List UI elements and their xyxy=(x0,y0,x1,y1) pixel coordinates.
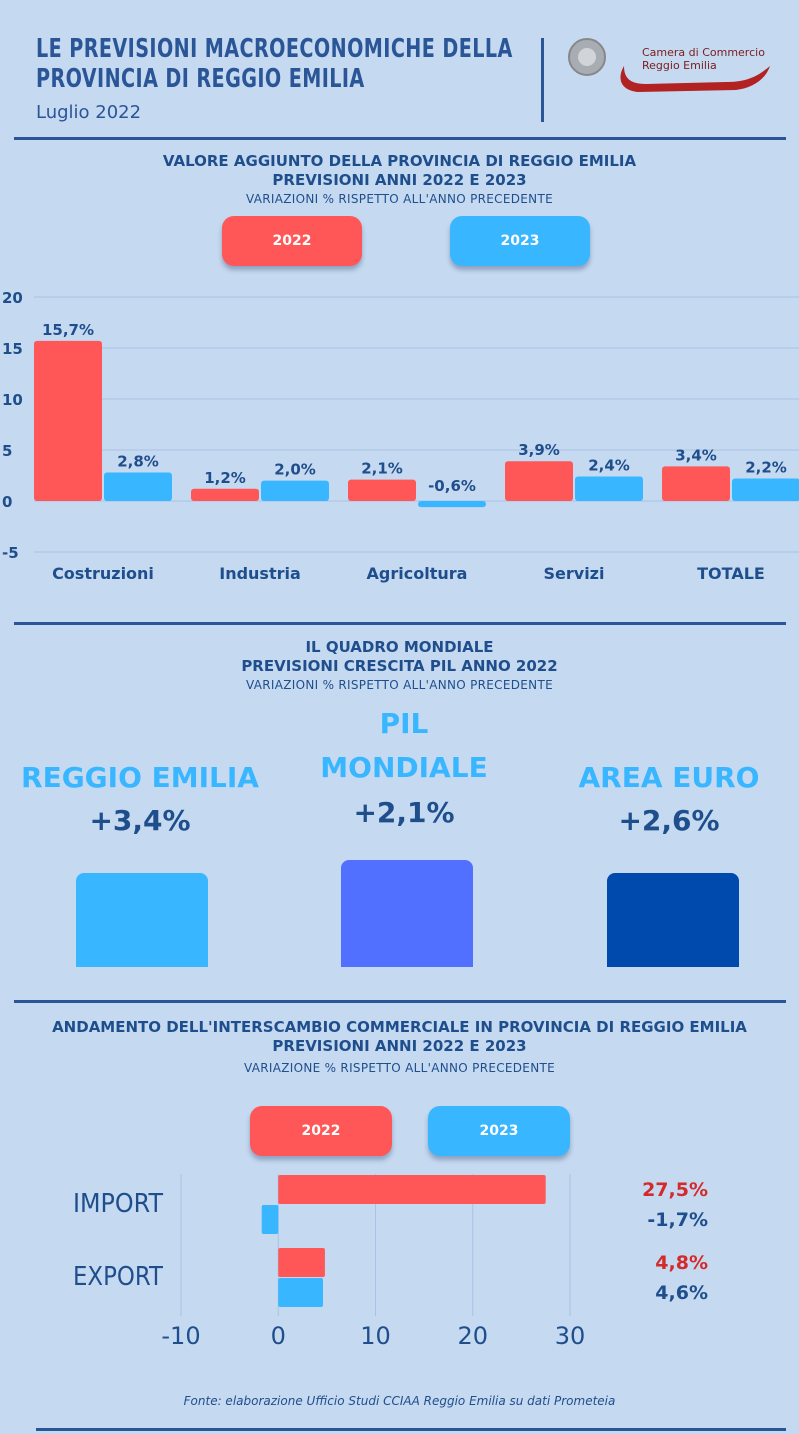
data-label: 2,8% xyxy=(117,452,159,470)
section3-title-line-2: PREVISIONI ANNI 2022 E 2023 xyxy=(272,1037,527,1055)
x-tick-label: 0 xyxy=(271,1322,286,1350)
world-label-pil: PIL MONDIALE xyxy=(284,702,524,790)
data-label: 4,8% xyxy=(655,1252,708,1274)
y-tick-label: 10 xyxy=(2,391,23,409)
world-label-pil-line-1: PIL xyxy=(379,707,429,740)
y-tick-label: 5 xyxy=(2,442,12,460)
hbar-2022-import xyxy=(278,1175,546,1204)
world-bar-euro xyxy=(607,873,739,967)
world-value-reggio: +3,4% xyxy=(89,804,191,837)
bar-2022-agricoltura xyxy=(348,479,416,501)
title-line-1: LE PREVISIONI MACROECONOMICHE DELLA xyxy=(36,34,513,64)
legend-2023: 2023 xyxy=(450,216,590,266)
world-value-euro: +2,6% xyxy=(618,804,720,837)
x-category-label: Agricoltura xyxy=(367,564,468,583)
x-category-label: TOTALE xyxy=(697,564,765,583)
y-tick-label: -5 xyxy=(2,544,19,562)
y-tick-label: 0 xyxy=(2,493,12,511)
hbar-2022-export xyxy=(278,1248,325,1277)
x-category-label: Costruzioni xyxy=(52,564,154,583)
section2-title-line-1: IL QUADRO MONDIALE xyxy=(305,638,494,656)
y-category-label: IMPORT xyxy=(73,1189,163,1219)
legend-2022: 2022 xyxy=(222,216,362,266)
world-label-euro: AREA EURO xyxy=(578,761,760,794)
section3-title-line-1: ANDAMENTO DELL'INTERSCAMBIO COMMERCIALE … xyxy=(52,1018,747,1036)
hbar-2023-import xyxy=(261,1205,279,1234)
section1-title: VALORE AGGIUNTO DELLA PROVINCIA DI REGGI… xyxy=(0,152,799,190)
seal-logo-icon xyxy=(568,38,606,76)
legend-2022-trade: 2022 xyxy=(250,1106,392,1156)
data-label: 1,2% xyxy=(204,469,246,487)
section1-title-line-2: PREVISIONI ANNI 2022 E 2023 xyxy=(272,171,527,189)
x-tick-label: 10 xyxy=(360,1322,391,1350)
world-bar-reggio xyxy=(76,873,208,967)
section2-subtitle: VARIAZIONI % RISPETTO ALL'ANNO PRECEDENT… xyxy=(246,678,553,692)
divider-bottom xyxy=(36,1428,786,1431)
data-label: 2,4% xyxy=(588,457,630,475)
section1-subtitle: VARIAZIONI % RISPETTO ALL'ANNO PRECEDENT… xyxy=(246,192,553,206)
divider-3 xyxy=(14,1000,786,1003)
section2-title: IL QUADRO MONDIALE PREVISIONI CRESCITA P… xyxy=(0,638,799,676)
bar-2023-servizi xyxy=(575,476,643,501)
bar-2023-agricoltura xyxy=(418,501,486,508)
data-label: 2,0% xyxy=(274,461,316,479)
report-date: Luglio 2022 xyxy=(36,102,142,123)
title-line-2: PROVINCIA DI REGGIO EMILIA xyxy=(36,64,365,94)
brand-line-2: Reggio Emilia xyxy=(642,59,717,72)
bar-2022-totale xyxy=(662,466,730,501)
world-bar-pil xyxy=(341,860,473,967)
y-tick-label: 15 xyxy=(2,340,23,358)
page-title: LE PREVISIONI MACROECONOMICHE DELLA PROV… xyxy=(36,34,544,94)
data-label: 3,4% xyxy=(675,446,717,464)
bar-2022-servizi xyxy=(505,461,573,501)
section3-title: ANDAMENTO DELL'INTERSCAMBIO COMMERCIALE … xyxy=(0,1018,799,1056)
x-tick-label: -10 xyxy=(161,1322,200,1350)
bar-2023-industria xyxy=(261,480,329,501)
hbar-2023-export xyxy=(278,1278,323,1307)
bar-2023-costruzioni xyxy=(104,472,172,501)
data-label: -0,6% xyxy=(428,477,476,495)
world-value-pil: +2,1% xyxy=(353,796,455,829)
data-label: -1,7% xyxy=(647,1209,708,1231)
trade-bar-chart: -10 0 10 20 30 IMPORT 27,5% -1,7% EXPORT 4,8% 4,6% xyxy=(73,1174,708,1350)
data-label: 15,7% xyxy=(42,321,94,339)
y-category-label: EXPORT xyxy=(73,1262,163,1292)
section1-title-line-1: VALORE AGGIUNTO DELLA PROVINCIA DI REGGI… xyxy=(162,152,637,170)
y-tick-label: 20 xyxy=(2,289,23,307)
value-added-bar-chart: 20 15 10 5 0 -5 15,7% 2,8% Costruzioni 1,2% 2,0% In… xyxy=(2,289,799,583)
data-label: 3,9% xyxy=(518,441,560,459)
divider-2 xyxy=(14,622,786,625)
brand-name: Camera di Commercio Reggio Emilia xyxy=(642,46,782,72)
world-label-pil-line-2: MONDIALE xyxy=(320,751,488,784)
data-label: 2,2% xyxy=(745,459,787,477)
world-label-reggio: REGGIO EMILIA xyxy=(21,761,259,794)
x-tick-label: 30 xyxy=(555,1322,586,1350)
brand-swoosh-icon xyxy=(620,66,770,92)
data-label: 27,5% xyxy=(642,1179,708,1201)
section2-title-line-2: PREVISIONI CRESCITA PIL ANNO 2022 xyxy=(241,657,558,675)
header-divider xyxy=(541,38,544,122)
bar-2022-industria xyxy=(191,488,259,501)
legend-2023-trade: 2023 xyxy=(428,1106,570,1156)
source-footer: Fonte: elaborazione Ufficio Studi CCIAA … xyxy=(183,1394,616,1408)
divider-1 xyxy=(14,137,786,140)
x-tick-label: 20 xyxy=(457,1322,488,1350)
section3-subtitle: VARIAZIONE % RISPETTO ALL'ANNO PRECEDENT… xyxy=(244,1061,555,1075)
brand-line-1: Camera di Commercio xyxy=(642,46,765,59)
data-label: 4,6% xyxy=(655,1282,708,1304)
x-category-label: Servizi xyxy=(544,564,605,583)
x-category-label: Industria xyxy=(219,564,301,583)
data-label: 2,1% xyxy=(361,460,403,478)
bar-2022-costruzioni xyxy=(34,340,102,501)
bar-2023-totale xyxy=(732,478,799,501)
